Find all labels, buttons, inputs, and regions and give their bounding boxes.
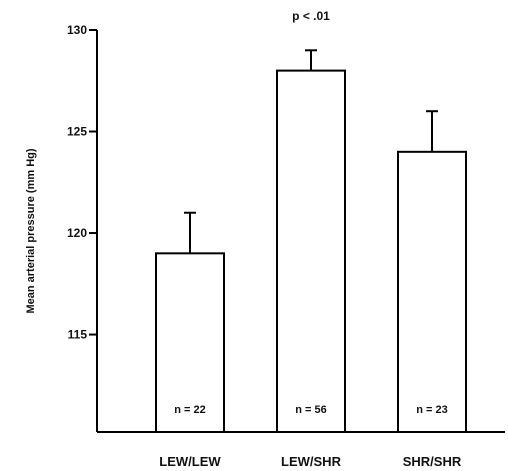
bar	[155, 252, 225, 433]
sample-size-label: n = 56	[295, 404, 327, 416]
y-tick-label: 120	[67, 226, 87, 240]
y-tick-label: 125	[67, 125, 87, 139]
sample-size-label: n = 23	[416, 404, 448, 416]
bar	[276, 69, 346, 434]
y-tick-label: 115	[68, 328, 88, 342]
sample-size-label: n = 22	[174, 404, 206, 416]
bars	[155, 69, 467, 434]
sample-size-labels: n = 22 n = 56 n = 23	[174, 404, 448, 416]
bar	[397, 150, 467, 433]
x-category-label: SHR/SHR	[403, 454, 462, 469]
y-ticks: 115 120 125 130	[67, 23, 97, 342]
x-category-label: LEW/LEW	[159, 454, 221, 469]
error-bars	[184, 49, 438, 254]
significance-annotation: p < .01	[292, 9, 330, 23]
category-labels: LEW/LEW LEW/SHR SHR/SHR	[159, 454, 462, 469]
y-tick-label: 130	[67, 23, 87, 37]
x-category-label: LEW/SHR	[281, 454, 342, 469]
y-axis-title: Mean arterial pressure (mm Hg)	[25, 148, 37, 313]
